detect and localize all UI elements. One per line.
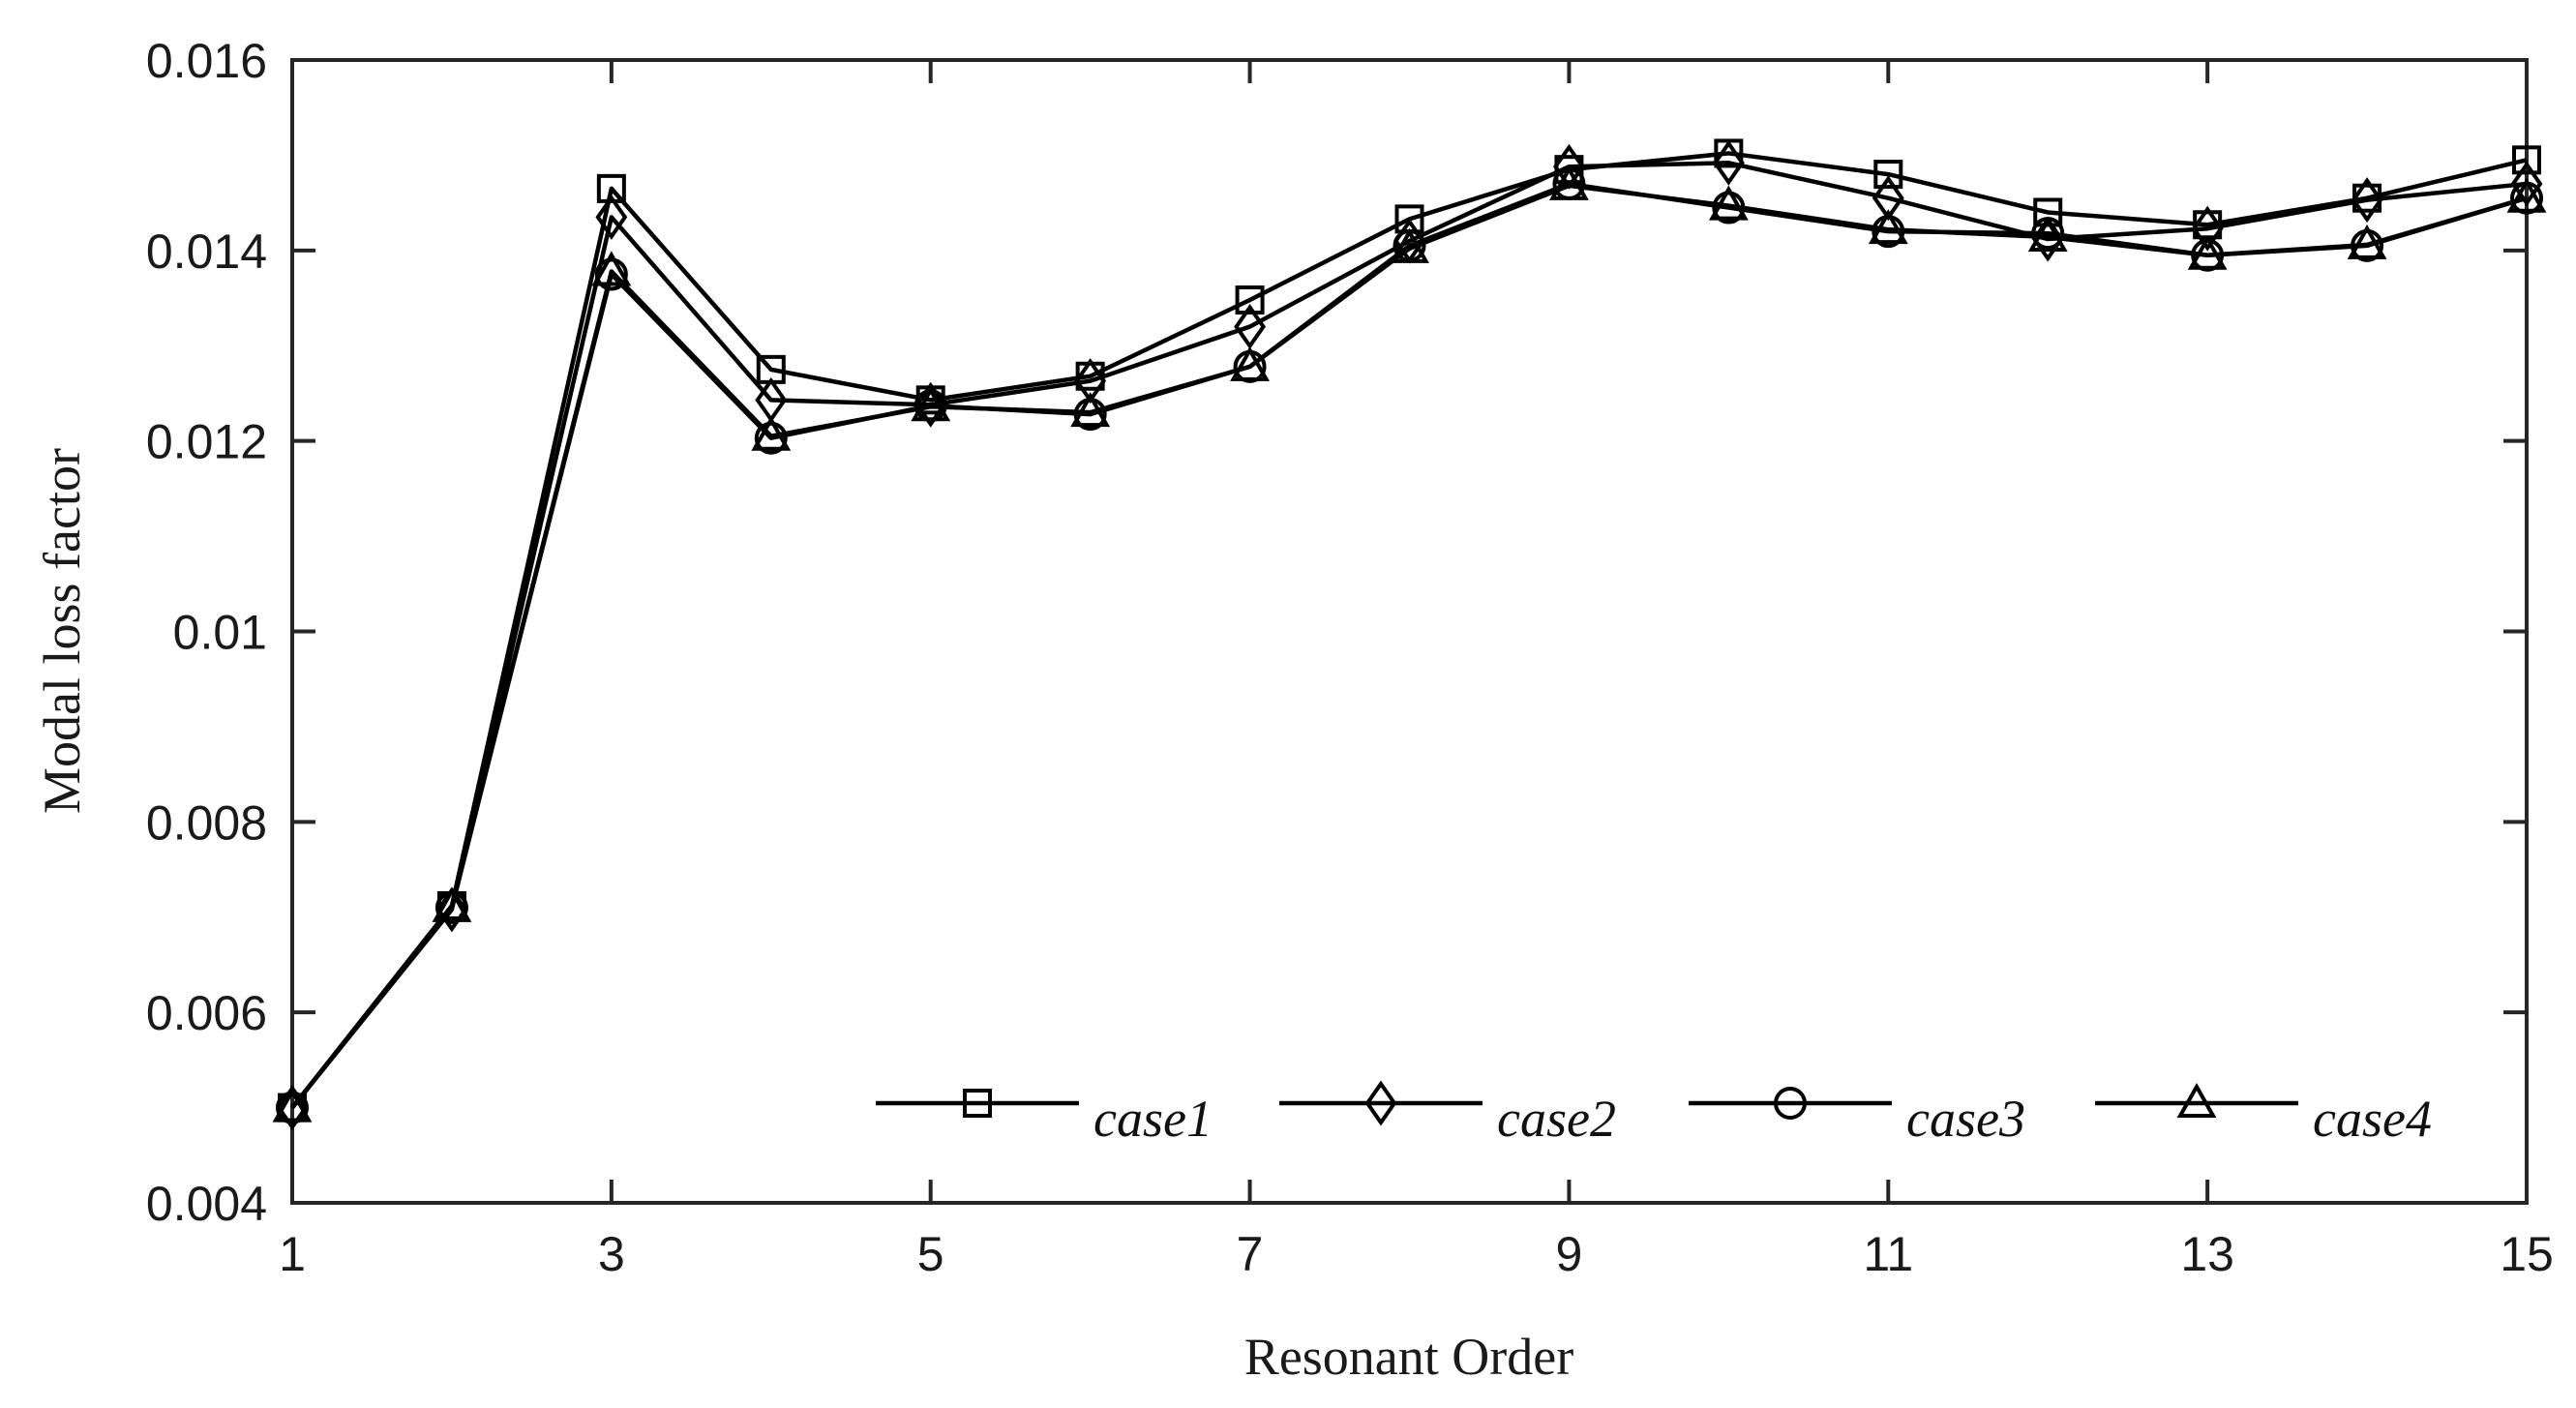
data-point-diamond — [2510, 161, 2543, 207]
legend-entry-case4: case4 — [2095, 1082, 2432, 1148]
y-tick-label: 0.012 — [146, 415, 267, 469]
data-point-square — [2033, 197, 2063, 227]
y-tick-label: 0.01 — [173, 606, 267, 660]
data-point-triangle — [1230, 345, 1271, 381]
y-tick-label: 0.004 — [146, 1177, 267, 1231]
data-point-triangle — [1390, 227, 1429, 263]
data-point-diamond — [1234, 304, 1267, 350]
legend-entry-case1: case1 — [876, 1089, 1213, 1148]
legend: case1 case2 case3 case4 — [876, 1080, 2432, 1148]
y-tick-label: 0.016 — [146, 34, 267, 88]
data-point-square — [1235, 285, 1265, 315]
legend-label: case1 — [1093, 1090, 1213, 1148]
data-point-square — [2512, 145, 2541, 175]
legend-entry-case2: case2 — [1279, 1080, 1616, 1148]
data-point-triangle — [2027, 216, 2068, 253]
legend-label: case3 — [1906, 1090, 2025, 1148]
series-line-case2 — [290, 161, 2528, 1109]
legend-label: case2 — [1497, 1090, 1616, 1148]
data-point-diamond — [595, 194, 628, 240]
x-tick-label: 5 — [917, 1227, 944, 1281]
series-layer — [272, 138, 2547, 1131]
data-point-triangle — [2187, 234, 2228, 270]
data-point-square — [1873, 160, 1903, 190]
data-point-circle — [594, 257, 628, 291]
data-point-diamond — [435, 886, 468, 933]
data-point-triangle — [1070, 392, 1111, 428]
data-point-diamond — [914, 381, 947, 428]
series-line-case4 — [290, 183, 2528, 1109]
y-axis-title: Modal loss factor — [33, 448, 91, 814]
data-point-diamond — [1364, 1080, 1397, 1126]
x-tick-label: 9 — [1556, 1227, 1583, 1281]
data-point-triangle — [2506, 177, 2547, 213]
data-point-triangle — [591, 251, 632, 286]
x-tick-label: 1 — [279, 1227, 306, 1281]
x-tick-label: 11 — [1863, 1227, 1913, 1281]
data-point-triangle — [1548, 165, 1589, 200]
data-point-triangle — [2176, 1082, 2217, 1118]
data-point-triangle — [911, 386, 951, 422]
data-point-diamond — [2351, 177, 2383, 224]
data-point-triangle — [272, 1087, 313, 1123]
axis-ticks: 1 3 5 7 9 11 13 150.0040.0060.0080.010.0120.014… — [146, 34, 2554, 1281]
data-point-square — [963, 1089, 992, 1118]
data-point-triangle — [432, 886, 472, 922]
series-case4 — [272, 165, 2547, 1123]
x-tick-label: 15 — [2500, 1227, 2554, 1281]
data-point-diamond — [2191, 205, 2224, 252]
y-tick-label: 0.008 — [146, 795, 267, 850]
data-point-diamond — [1712, 139, 1745, 186]
y-tick-label: 0.014 — [146, 225, 267, 279]
x-axis-title: Resonant Order — [1244, 1328, 1573, 1386]
data-point-triangle — [1708, 185, 1749, 221]
data-point-circle — [1774, 1087, 1807, 1120]
y-tick-label: 0.006 — [146, 986, 267, 1040]
x-tick-label: 13 — [2180, 1227, 2234, 1281]
data-point-triangle — [1868, 209, 1908, 245]
data-point-diamond — [276, 1085, 309, 1131]
data-point-triangle — [2347, 224, 2387, 259]
legend-entry-case3: case3 — [1689, 1087, 2025, 1148]
legend-label: case4 — [2313, 1090, 2432, 1148]
x-tick-label: 3 — [598, 1227, 625, 1281]
x-tick-label: 7 — [1237, 1227, 1264, 1281]
data-point-triangle — [751, 415, 792, 451]
